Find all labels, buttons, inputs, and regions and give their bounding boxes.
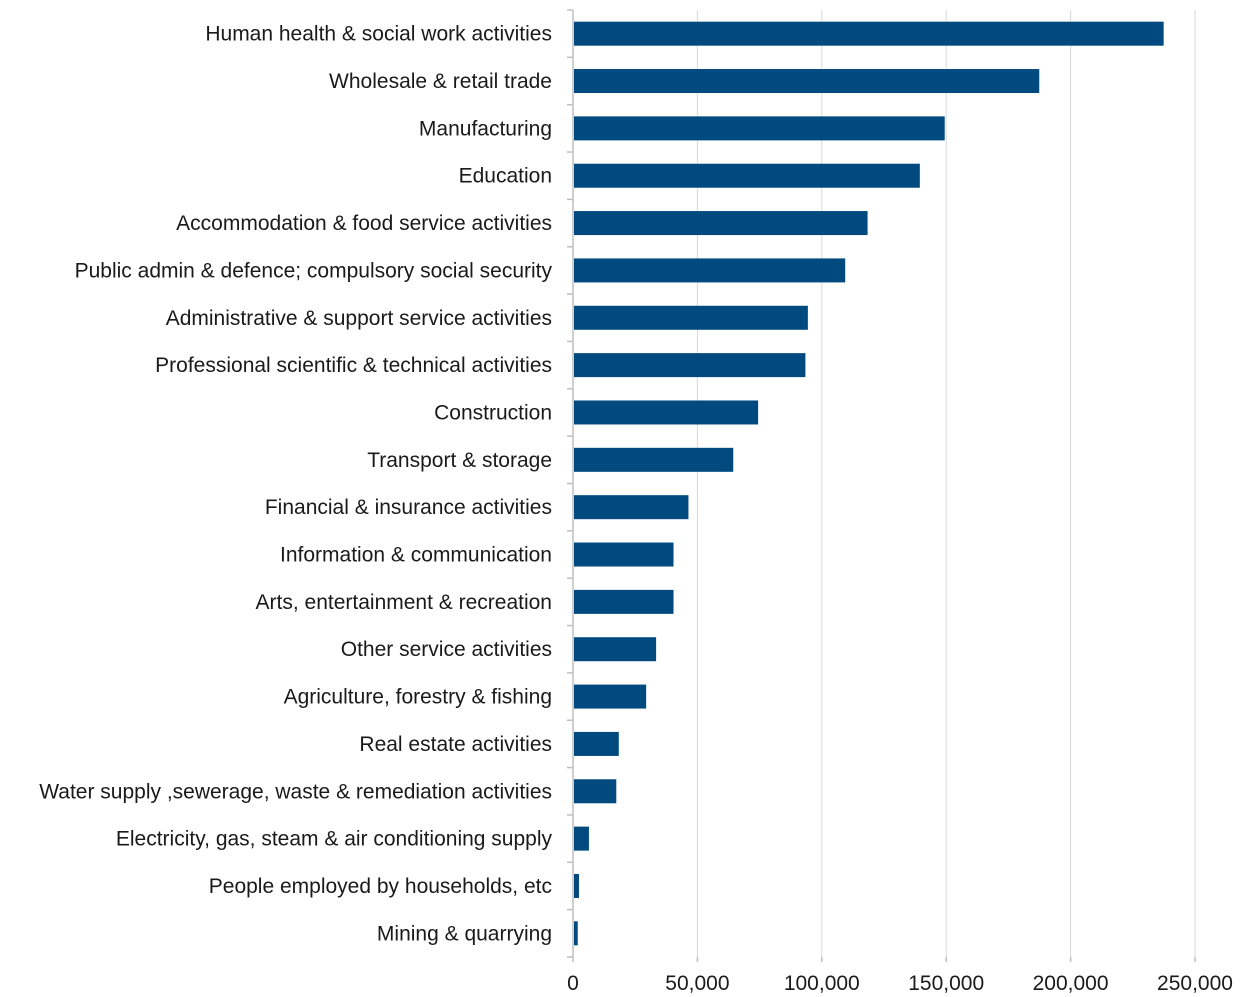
category-label: Other service activities [341,638,552,661]
x-tick-label: 250,000 [1157,972,1233,995]
x-tick-label: 50,000 [665,972,729,995]
bar [574,21,1164,46]
bar [574,258,846,283]
category-label: Agriculture, forestry & fishing [284,686,552,709]
category-label: Education [459,165,552,188]
category-label: Manufacturing [419,117,552,140]
bar [574,637,657,662]
gridlines [696,10,1196,957]
category-label: Water supply ,sewerage, waste & remediat… [39,780,552,803]
axes [567,9,1196,962]
bar [574,69,1040,94]
category-label: Administrative & support service activit… [166,307,552,330]
bar [574,542,674,567]
bar [574,305,808,330]
x-tick-labels: 0 50,000 100,000 150,000 200,000 250,000 [567,972,1233,995]
bar [574,873,579,898]
category-label: Electricity, gas, steam & air conditioni… [116,828,553,851]
bar [574,495,689,520]
bar [574,116,945,141]
category-label: Arts, entertainment & recreation [256,591,552,614]
x-tick-label: 200,000 [1033,972,1109,995]
category-label: Construction [434,401,552,424]
category-label: Transport & storage [367,449,552,472]
bar [574,921,578,946]
bar [574,353,806,378]
x-tick-label: 0 [567,972,579,995]
category-label: Public admin & defence; compulsory socia… [75,259,553,282]
category-label: People employed by households, etc [209,875,552,898]
category-label: Financial & insurance activities [265,496,552,519]
bar [574,731,619,756]
bar [574,779,617,804]
bar [574,826,589,851]
x-tick-label: 100,000 [784,972,860,995]
category-label: Real estate activities [359,733,552,756]
bar [574,400,759,425]
bar [574,447,734,472]
bar [574,684,647,709]
x-tick-label: 150,000 [908,972,984,995]
category-label: Accommodation & food service activities [176,212,552,235]
category-label: Information & communication [280,544,552,567]
category-labels: Human health & social work activities Who… [39,23,552,946]
bars [574,21,1164,946]
category-label: Wholesale & retail trade [329,70,552,93]
category-label: Human health & social work activities [205,23,552,46]
bar [574,211,868,236]
bar [574,163,920,188]
category-label: Mining & quarrying [377,922,552,945]
category-label: Professional scientific & technical acti… [155,354,552,377]
bar [574,589,674,614]
